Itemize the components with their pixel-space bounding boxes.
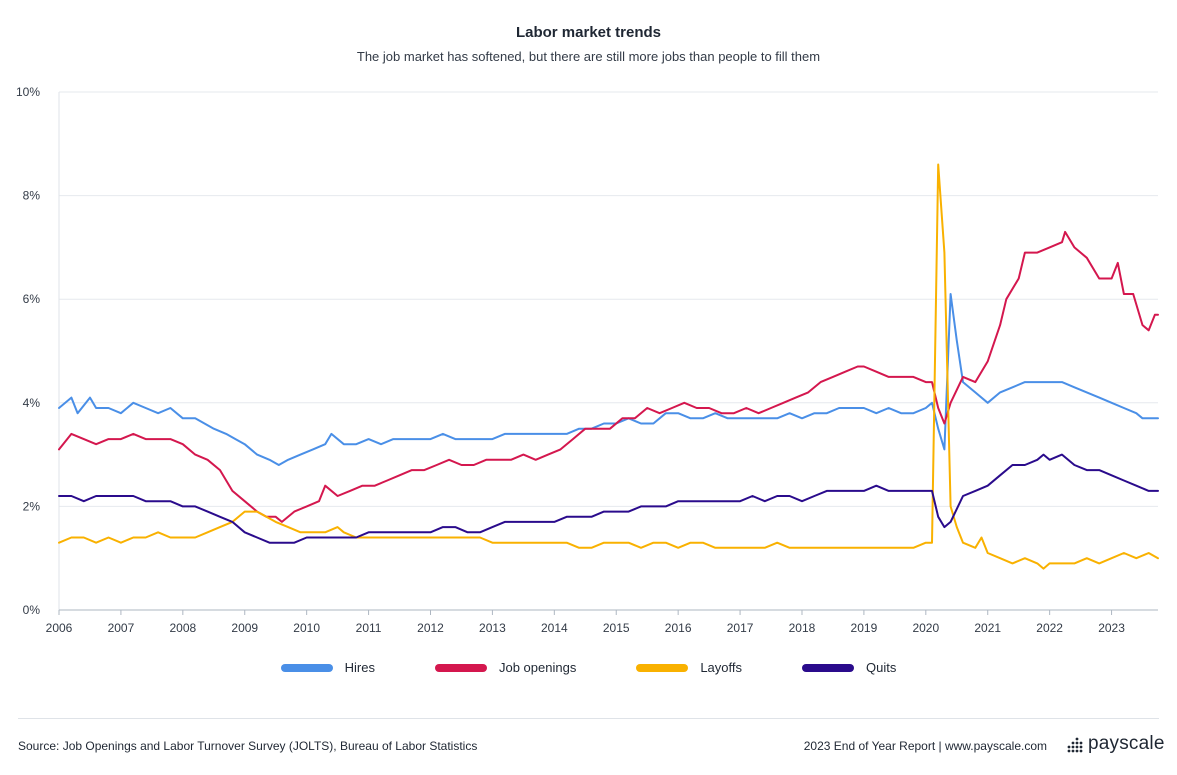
series-line-layoffs bbox=[58, 163, 1159, 570]
x-tick-label: 2022 bbox=[1036, 621, 1063, 635]
legend-item-quits[interactable]: Quits bbox=[802, 660, 896, 675]
legend-swatch bbox=[434, 663, 487, 672]
x-tick-label: 2021 bbox=[974, 621, 1001, 635]
x-tick-label: 2009 bbox=[231, 621, 258, 635]
x-tick-label: 2010 bbox=[293, 621, 320, 635]
x-tick-label: 2023 bbox=[1098, 621, 1125, 635]
x-tick-label: 2012 bbox=[417, 621, 444, 635]
x-tick-label: 2013 bbox=[479, 621, 506, 635]
legend-item-layoffs[interactable]: Layoffs bbox=[636, 660, 742, 675]
x-tick-label: 2019 bbox=[851, 621, 878, 635]
x-tick-label: 2008 bbox=[169, 621, 196, 635]
series-line-hires bbox=[58, 293, 1159, 466]
legend-item-hires[interactable]: Hires bbox=[280, 660, 375, 675]
footer-divider bbox=[18, 718, 1159, 719]
x-tick-label: 2020 bbox=[912, 621, 939, 635]
line-chart: 0%2%4%6%8%10% 2006 2007 2008 2009 2010 2011 20… bbox=[16, 85, 1159, 635]
report-credit: 2023 End of Year Report | www.payscale.c… bbox=[803, 739, 1047, 753]
chart-subtitle: The job market has softened, but there a… bbox=[356, 49, 821, 64]
logo-text: payscale bbox=[1088, 733, 1165, 754]
y-tick-label: 10% bbox=[16, 85, 40, 99]
x-tick-label: 2006 bbox=[46, 621, 73, 635]
x-tick-label: 2016 bbox=[665, 621, 692, 635]
legend-label: Layoffs bbox=[700, 660, 743, 675]
chart-title: Labor market trends bbox=[515, 24, 662, 41]
legend-label: Hires bbox=[344, 660, 375, 675]
series-line-job-openings bbox=[58, 230, 1159, 523]
y-tick-label: 6% bbox=[23, 292, 41, 306]
chart-legend: Hires Job openings Layoffs Quits bbox=[0, 660, 1177, 675]
payscale-logo: payscale bbox=[1066, 733, 1165, 755]
x-tick-label: 2011 bbox=[356, 621, 382, 635]
x-tick-label: 2007 bbox=[108, 621, 135, 635]
y-tick-label: 4% bbox=[23, 396, 41, 410]
legend-swatch bbox=[802, 663, 855, 672]
y-tick-label: 2% bbox=[23, 499, 41, 513]
y-tick-label: 0% bbox=[23, 603, 41, 617]
x-tick-label: 2015 bbox=[603, 621, 630, 635]
source-note: Source: Job Openings and Labor Turnover … bbox=[18, 739, 478, 753]
legend-label: Quits bbox=[866, 660, 897, 675]
chart-grid bbox=[58, 91, 1158, 611]
y-axis: 0% 2% 4% 6% 8% 10% bbox=[16, 85, 40, 617]
y-tick-label: 8% bbox=[23, 189, 41, 203]
x-tick-label: 2018 bbox=[789, 621, 816, 635]
series-line-quits bbox=[58, 453, 1159, 544]
legend-label: Job openings bbox=[498, 660, 577, 675]
legend-swatch bbox=[636, 663, 689, 672]
x-tick-label: 2014 bbox=[541, 621, 568, 635]
x-axis: 2006 2007 2008 2009 2010 2011 2012 2013 2014 2015… bbox=[46, 610, 1125, 635]
legend-swatch bbox=[280, 663, 333, 672]
logo-dots-icon bbox=[1067, 737, 1083, 753]
x-tick-label: 2017 bbox=[727, 621, 754, 635]
legend-item-job-openings[interactable]: Job openings bbox=[434, 660, 577, 675]
chart-series bbox=[58, 163, 1159, 570]
